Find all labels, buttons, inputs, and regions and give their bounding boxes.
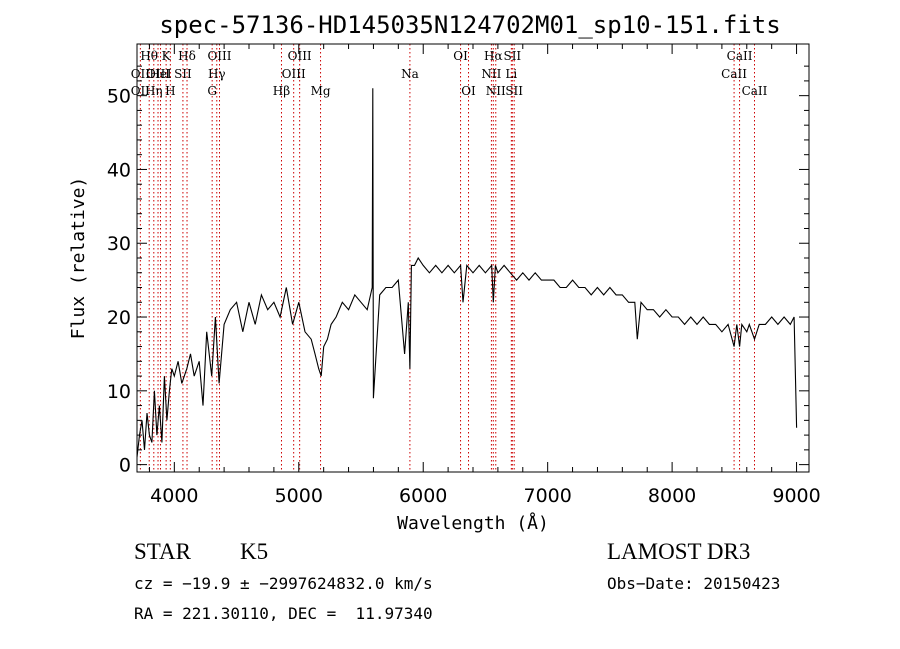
spectral-line-label: CaII: [727, 49, 753, 63]
x-tick-label: 7000: [523, 485, 571, 507]
spectral-line-label: Hη: [145, 84, 163, 98]
x-axis-label: Wavelength (Å): [397, 512, 549, 534]
spectral-line-label: G: [207, 84, 217, 98]
spectral-line-label: OI: [461, 84, 476, 98]
spectral-line-label: OIII: [282, 67, 306, 81]
spectral-line-label: CaII: [721, 67, 747, 81]
y-tick-label: 20: [107, 307, 131, 329]
spectral-line-label: OI: [453, 49, 468, 63]
plot-frame: [136, 43, 810, 473]
obs-date-text: Obs−Date: 20150423: [607, 574, 781, 593]
spectral-line-label: Hθ: [140, 49, 158, 63]
spectral-line-label: Li: [505, 67, 517, 81]
chart-title: spec-57136-HD145035N124702M01_sp10-151.f…: [159, 11, 780, 39]
x-tick-label: 6000: [399, 485, 447, 507]
spectral-line-label: Hδ: [178, 49, 196, 63]
y-tick-label: 10: [107, 381, 131, 403]
y-tick-label: 0: [119, 455, 131, 477]
y-axis-label: Flux (relative): [68, 177, 89, 340]
line-markers: [139, 44, 755, 472]
spectral-line-label: Na: [401, 67, 419, 81]
y-tick-label: 50: [107, 86, 131, 108]
x-tick-label: 5000: [275, 485, 323, 507]
velocity-text: cz = −19.9 ± −2997624832.0 km/s: [134, 574, 433, 593]
x-tick-label: 9000: [772, 485, 820, 507]
spectral-line-label: Mg: [311, 84, 331, 98]
spectral-line-label: SII: [505, 84, 523, 98]
coordinates-text: RA = 221.30110, DEC = 11.97340: [134, 604, 433, 623]
spectral-line-label: K: [162, 49, 172, 63]
spectral-line-label: CaII: [742, 84, 768, 98]
spectral-line-label: OII: [131, 67, 151, 81]
spectrum-series-line: [136, 88, 798, 458]
spectral-line-label: OIII: [207, 49, 231, 63]
spectral-line-label: Hγ: [208, 67, 226, 81]
spectral-line-label: OII: [131, 84, 151, 98]
spectral-line-label: OIII: [146, 67, 170, 81]
object-class: STAR: [134, 539, 191, 564]
spectral-line-label: OIII: [288, 49, 312, 63]
spectral-line-label: SII: [174, 67, 192, 81]
y-tick-label: 40: [107, 159, 131, 181]
axis-ticks: [137, 44, 809, 472]
spectral-line-label: NII: [481, 67, 501, 81]
x-tick-label: 4000: [150, 485, 198, 507]
spectral-line-label: HeI: [149, 67, 172, 81]
spectral-line-label: NII: [486, 84, 506, 98]
spectral-line-label: Hα: [484, 49, 503, 63]
object-subclass: K5: [240, 539, 269, 564]
survey-name: LAMOST DR3: [607, 539, 751, 564]
x-tick-label: 8000: [648, 485, 696, 507]
spectral-line-label: H: [165, 84, 175, 98]
spectral-line-label: Hβ: [273, 84, 290, 98]
y-tick-label: 30: [107, 233, 131, 255]
tick-labels: 4000 5000 6000 7000 8000 9000 0 10 20 30 40 50: [107, 86, 821, 507]
spectral-line-label: SII: [503, 49, 521, 63]
